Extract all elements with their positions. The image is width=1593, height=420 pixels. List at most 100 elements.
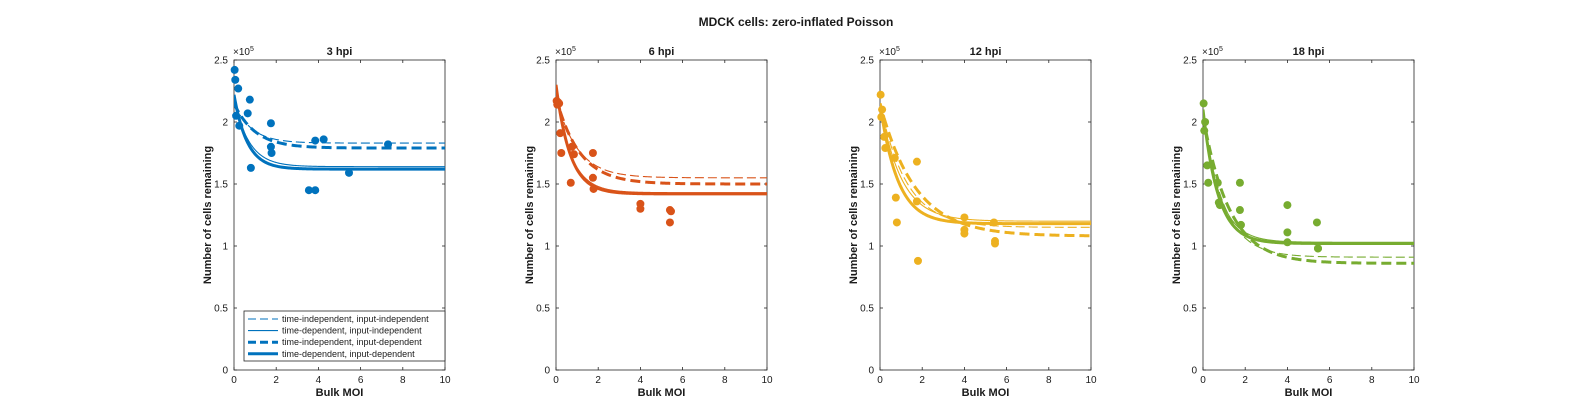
x-tick-label: 0 [1200, 375, 1206, 386]
axes-box [233, 59, 446, 371]
x-tick-label: 8 [722, 375, 728, 386]
data-point [1235, 178, 1244, 187]
data-point [880, 132, 889, 141]
y-axis-label: Number of cells remaining [848, 146, 860, 284]
x-tick-label: 0 [877, 375, 883, 386]
data-point [1215, 201, 1224, 210]
y-axis-label: Number of cells remaining [524, 146, 536, 284]
data-point [311, 136, 320, 145]
data-point [1313, 244, 1322, 253]
panel-title: 3 hpi [327, 46, 353, 58]
data-point [876, 90, 885, 99]
fit-curves [234, 94, 445, 171]
data-point [891, 193, 900, 202]
fit-line-thin-dashed [234, 103, 445, 144]
fit-line-thick-dashed [880, 103, 1091, 238]
exponent-base: ×10 [1202, 47, 1219, 58]
data-point [235, 121, 244, 130]
legend-label: time-independent, input-independent [282, 314, 429, 324]
x-tick-label: 6 [1004, 375, 1010, 386]
data-point [230, 65, 239, 74]
y-tick-label: 2 [544, 118, 550, 129]
data-point [245, 95, 254, 104]
axes-box [1202, 59, 1415, 371]
y-tick-label: 2.5 [536, 56, 550, 67]
x-tick-label: 4 [638, 375, 644, 386]
y-tick-label: 1 [544, 242, 550, 253]
data-point [1213, 178, 1222, 187]
fit-curves [556, 84, 767, 196]
y-tick-label: 0 [868, 366, 874, 377]
exponent-power: 5 [896, 46, 900, 53]
x-tick-label: 10 [1408, 375, 1420, 386]
y-tick-label: 1.5 [536, 180, 550, 191]
data-point [960, 229, 969, 238]
data-point [1203, 161, 1212, 170]
data-point [557, 149, 566, 157]
x-tick-label: 8 [1046, 375, 1052, 386]
exponent-power: 5 [250, 46, 254, 53]
exponent-power: 5 [1219, 46, 1223, 53]
data-point [881, 144, 890, 153]
fit-curves [880, 103, 1091, 238]
fit-line-thick-solid [556, 84, 767, 196]
fit-line-thin-solid [234, 98, 445, 168]
y-exponent-label: ×105 [879, 46, 900, 58]
data-point [234, 84, 243, 93]
x-tick-label: 8 [400, 375, 406, 386]
data-point [877, 113, 886, 122]
data-point [384, 140, 393, 149]
y-exponent-label: ×105 [555, 46, 576, 58]
x-tick-label: 2 [919, 375, 925, 386]
data-point [266, 142, 275, 151]
data-point [319, 135, 328, 144]
data-point [990, 239, 999, 248]
exponent-base: ×10 [555, 47, 572, 58]
x-tick-label: 4 [962, 375, 968, 386]
data-point [1312, 218, 1321, 227]
data-point [589, 184, 598, 193]
data-point [243, 109, 252, 118]
x-axis-label: Bulk MOI [316, 387, 364, 399]
axes-box [879, 59, 1092, 371]
data-point [878, 105, 887, 114]
y-tick-label: 0 [1191, 366, 1197, 377]
data-point [1283, 201, 1292, 210]
y-tick-label: 2 [1191, 118, 1197, 129]
data-point [989, 218, 998, 227]
y-tick-label: 2.5 [860, 56, 874, 67]
y-tick-label: 2 [222, 118, 228, 129]
x-tick-label: 0 [553, 375, 559, 386]
panel-title: 12 hpi [970, 46, 1002, 58]
data-point [1199, 99, 1208, 108]
data-point [231, 75, 240, 84]
y-axis-label: Number of cells remaining [202, 146, 214, 284]
y-tick-label: 0.5 [1183, 304, 1197, 315]
data-point [636, 204, 645, 213]
data-point [344, 168, 353, 177]
data-point [1283, 238, 1292, 247]
data-point [912, 197, 921, 206]
data-point [892, 218, 901, 227]
y-exponent-label: ×105 [233, 46, 254, 58]
x-tick-label: 0 [231, 375, 237, 386]
data-point [556, 129, 565, 138]
y-exponent-label: ×105 [1202, 46, 1223, 58]
chart-panel-3: 0 2 4 6 8 10 0 0.5 1 1.5 2 2.5 ×105 18 hpi Bulk MOI Num… [1171, 46, 1420, 399]
x-tick-label: 6 [358, 375, 364, 386]
x-tick-label: 4 [1285, 375, 1291, 386]
y-tick-label: 0.5 [536, 304, 550, 315]
exponent-power: 5 [572, 46, 576, 53]
y-tick-label: 1 [222, 242, 228, 253]
y-tick-label: 0 [544, 366, 550, 377]
data-point [912, 157, 921, 166]
y-tick-label: 2.5 [214, 56, 228, 67]
data-point [890, 153, 899, 162]
legend-label: time-dependent, input-independent [282, 326, 422, 336]
y-tick-label: 0 [222, 366, 228, 377]
y-tick-label: 0.5 [860, 304, 874, 315]
chart-panel-1: 0 2 4 6 8 10 0 0.5 1 1.5 2 2.5 ×105 6 hpi Bulk MOI Numb… [524, 46, 773, 399]
data-point [1235, 206, 1244, 215]
data-point [1200, 126, 1209, 135]
